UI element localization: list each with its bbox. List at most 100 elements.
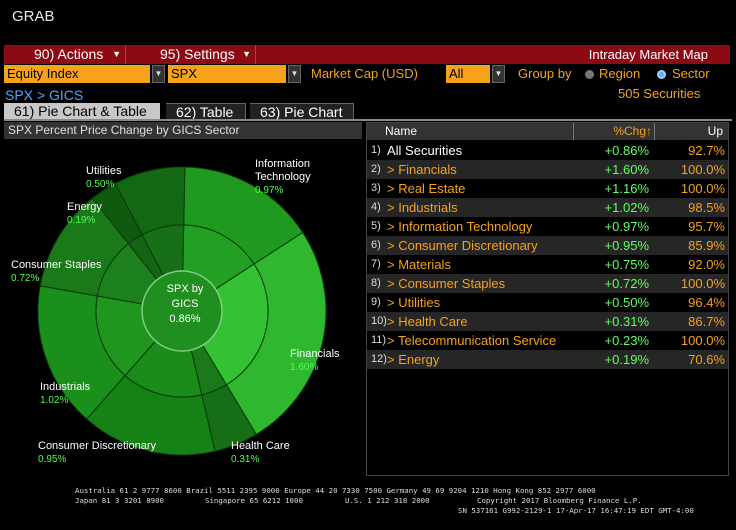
slice-label-industrials: Industrials 1.02% xyxy=(40,381,91,406)
row-pct-up: 70.6% xyxy=(688,352,725,367)
sort-arrow-icon: ↑ xyxy=(646,124,652,138)
row-number: 2) xyxy=(371,163,381,175)
row-pct-up: 85.9% xyxy=(688,238,725,253)
center-line-2: GICS xyxy=(171,298,199,310)
table-row[interactable]: 5) > Information Technology +0.97% 95.7% xyxy=(367,217,728,236)
column-divider[interactable] xyxy=(573,123,574,140)
asset-class-dropdown[interactable]: Equity Index xyxy=(4,65,150,83)
window-titlebar: GRAB xyxy=(0,0,736,36)
row-name: > Industrials xyxy=(387,200,458,215)
row-number: 6) xyxy=(371,239,381,251)
column-divider[interactable] xyxy=(654,123,655,140)
row-name: > Utilities xyxy=(387,295,441,310)
row-name: > Energy xyxy=(387,352,440,367)
row-number: 5) xyxy=(371,220,381,232)
actions-menu-button[interactable]: 90) Actions ▼ xyxy=(4,45,126,64)
row-name: > Materials xyxy=(387,257,451,272)
sector-table: Name %Chg↑ Up 1) All Securities +0.86% 92.7… xyxy=(366,122,729,476)
table-header: Name %Chg↑ Up xyxy=(367,123,728,140)
row-name: > Real Estate xyxy=(387,181,466,196)
row-pct-up: 86.7% xyxy=(688,314,725,329)
table-row[interactable]: 1) All Securities +0.86% 92.7% xyxy=(367,141,728,160)
row-name: All Securities xyxy=(387,143,463,158)
table-row[interactable]: 8) > Consumer Staples +0.72% 100.0% xyxy=(367,274,728,293)
sector-radio-label[interactable]: Sector xyxy=(672,66,710,81)
sector-pie-chart[interactable] xyxy=(4,139,362,478)
row-pct-up: 100.0% xyxy=(680,333,725,348)
breadcrumb[interactable]: SPX > GICS xyxy=(5,87,84,103)
footer-line-2b: Singapore 65 6212 1000 xyxy=(205,496,303,505)
slice-label-utilities: Utilities 0.50% xyxy=(86,165,122,190)
slice-label-energy: Energy 0.19% xyxy=(67,201,102,226)
pie-center-label[interactable]: SPX by GICS 0.86% xyxy=(149,282,221,327)
row-pct-change: +0.23% xyxy=(604,333,649,348)
chart-title: SPX Percent Price Change by GICS Sector xyxy=(4,122,362,139)
header-chg[interactable]: %Chg↑ xyxy=(613,124,652,138)
table-row[interactable]: 12) > Energy +0.19% 70.6% xyxy=(367,350,728,369)
table-row[interactable]: 2) > Financials +1.60% 100.0% xyxy=(367,160,728,179)
row-pct-up: 98.5% xyxy=(688,200,725,215)
row-pct-change: +0.86% xyxy=(604,143,649,158)
row-pct-change: +1.16% xyxy=(604,181,649,196)
controls-row: Equity Index ▼ SPX ▼ Market Cap (USD) Al… xyxy=(4,65,732,84)
actions-menu-label: 90) Actions xyxy=(34,46,104,62)
row-pct-up: 95.7% xyxy=(688,219,725,234)
metric-label: Market Cap (USD) xyxy=(311,66,418,81)
index-dropdown[interactable]: SPX xyxy=(168,65,286,83)
header-name[interactable]: Name xyxy=(385,124,418,138)
filter-dropdown[interactable]: All xyxy=(446,65,490,83)
window-title: GRAB xyxy=(12,8,55,25)
chevron-down-icon[interactable]: ▼ xyxy=(492,65,505,83)
table-row[interactable]: 11) > Telecommunication Service +0.23% 100.… xyxy=(367,331,728,350)
settings-menu-label: 95) Settings xyxy=(160,46,235,62)
footer-line-2a: Japan 81 3 3201 8900 xyxy=(75,496,164,505)
footer-line-1: Australia 61 2 9777 8600 Brazil 5511 239… xyxy=(75,486,596,495)
row-pct-change: +0.97% xyxy=(604,219,649,234)
row-pct-change: +0.75% xyxy=(604,257,649,272)
header-up[interactable]: Up xyxy=(707,124,723,138)
group-by-label: Group by xyxy=(518,66,572,81)
table-row[interactable]: 10) > Health Care +0.31% 86.7% xyxy=(367,312,728,331)
row-name: > Health Care xyxy=(387,314,468,329)
row-pct-up: 92.7% xyxy=(688,143,725,158)
sector-radio[interactable] xyxy=(657,70,666,79)
table-row[interactable]: 9) > Utilities +0.50% 96.4% xyxy=(367,293,728,312)
footer-line-3: SN 537161 G992-2129-1 17-Apr-17 16:47:19… xyxy=(458,506,694,515)
region-radio[interactable] xyxy=(585,70,594,79)
footer-line-2c: U.S. 1 212 318 2000 xyxy=(345,496,430,505)
menu-bar: 90) Actions ▼ 95) Settings ▼ Intraday Ma… xyxy=(4,45,730,64)
chevron-down-icon[interactable]: ▼ xyxy=(152,65,165,83)
slice-label-information-technology: Information Technology 0.97% xyxy=(255,158,311,196)
center-value: 0.86% xyxy=(169,313,201,325)
tab-underline xyxy=(4,119,732,121)
table-row[interactable]: 7) > Materials +0.75% 92.0% xyxy=(367,255,728,274)
chevron-down-icon[interactable]: ▼ xyxy=(288,65,301,83)
slice-label-consumer-discretionary: Consumer Discretionary 0.95% xyxy=(38,440,156,465)
pie-center[interactable] xyxy=(141,270,223,352)
row-name: > Consumer Discretionary xyxy=(387,238,538,253)
settings-menu-button[interactable]: 95) Settings ▼ xyxy=(130,45,256,64)
table-row[interactable]: 6) > Consumer Discretionary +0.95% 85.9% xyxy=(367,236,728,255)
row-pct-change: +0.72% xyxy=(604,276,649,291)
row-number: 9) xyxy=(371,296,381,308)
table-row[interactable]: 4) > Industrials +1.02% 98.5% xyxy=(367,198,728,217)
row-name: > Consumer Staples xyxy=(387,276,506,291)
row-pct-change: +0.19% xyxy=(604,352,649,367)
table-row[interactable]: 3) > Real Estate +1.16% 100.0% xyxy=(367,179,728,198)
slice-label-financials: Financials 1.60% xyxy=(290,348,340,373)
row-name: > Financials xyxy=(387,162,457,177)
row-number: 10) xyxy=(371,315,387,327)
tab-pie-chart-table[interactable]: 61) Pie Chart & Table xyxy=(4,103,160,120)
footer-line-2d: Copyright 2017 Bloomberg Finance L.P. xyxy=(477,496,642,505)
slice-label-health-care: Health Care 0.31% xyxy=(231,440,290,465)
row-pct-change: +0.50% xyxy=(604,295,649,310)
row-number: 1) xyxy=(371,144,381,156)
row-pct-up: 96.4% xyxy=(688,295,725,310)
region-radio-label[interactable]: Region xyxy=(599,66,641,81)
row-number: 11) xyxy=(371,334,387,346)
row-number: 3) xyxy=(371,182,381,194)
chevron-down-icon: ▼ xyxy=(242,49,251,59)
tab-table[interactable]: 62) Table xyxy=(166,103,246,120)
tab-pie-chart[interactable]: 63) Pie Chart xyxy=(250,103,354,120)
row-number: 4) xyxy=(371,201,381,213)
